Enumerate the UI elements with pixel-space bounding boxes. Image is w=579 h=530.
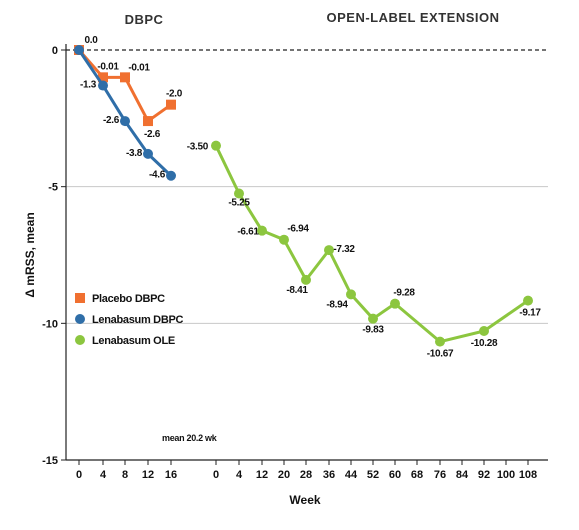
lenabasum-ole-data-label: -9.17 xyxy=(519,308,541,319)
x-tick-label: 76 xyxy=(434,469,446,481)
y-tick-label: 0 xyxy=(52,45,58,57)
y-tick-label: -5 xyxy=(48,182,58,194)
lenabasum-ole-legend-label: Lenabasum OLE xyxy=(92,335,175,347)
ole-phase-header: OPEN-LABEL EXTENSION xyxy=(326,10,499,25)
data-series xyxy=(74,45,533,347)
y-axis-title: Δ mRSS, mean xyxy=(23,212,37,297)
placebo-dbpc-marker xyxy=(120,72,130,83)
data-labels: 0.0-0.01 -0.01-2.6-2.0-1.3-2.6-3.8-4.6-3.… xyxy=(80,35,542,360)
lenabasum-dbpc-marker xyxy=(74,45,84,55)
y-tick-label: -15 xyxy=(42,455,58,467)
lenabasum-ole-data-label: -6.94 xyxy=(287,224,309,235)
lenabasum-ole-legend-marker xyxy=(75,335,85,345)
lenabasum-dbpc-marker xyxy=(98,80,108,91)
x-tick-label: 100 xyxy=(497,469,515,481)
lenabasum-ole-data-label: -9.28 xyxy=(393,288,415,299)
x-tick-label: 20 xyxy=(278,469,290,481)
lenabasum-dbpc-data-label: -4.6 xyxy=(149,170,166,181)
lenabasum-dbpc-marker xyxy=(166,170,176,181)
placebo-dbpc-data-label: -2.0 xyxy=(166,89,183,100)
lenabasum-ole-marker xyxy=(279,234,289,245)
x-tick-label: 0 xyxy=(213,469,219,481)
gridlines xyxy=(66,49,548,324)
lenabasum-ole-data-label: -5.25 xyxy=(228,198,250,209)
lenabasum-dbpc-marker xyxy=(120,116,130,127)
placebo-dbpc-data-label: -0.01 xyxy=(128,62,150,73)
x-tick-label: 12 xyxy=(256,469,268,481)
mean-duration-note: mean 20.2 wk xyxy=(162,433,218,443)
lenabasum-ole-data-label: -9.83 xyxy=(362,325,384,336)
lenabasum-ole-data-label: -8.94 xyxy=(326,299,348,310)
lenabasum-dbpc-data-label: -2.6 xyxy=(103,115,120,126)
x-tick-label: 84 xyxy=(456,469,469,481)
lenabasum-ole-data-label: -8.41 xyxy=(286,285,308,296)
x-tick-label: 8 xyxy=(122,469,128,481)
lenabasum-dbpc-data-label: -3.8 xyxy=(126,148,143,159)
lenabasum-ole-marker xyxy=(435,336,445,347)
lenabasum-dbpc-legend-label: Lenabasum DBPC xyxy=(92,314,184,326)
axes: 0 -5 -10 -15 xyxy=(42,44,548,467)
x-tick-label: 92 xyxy=(478,469,490,481)
lenabasum-ole-marker xyxy=(324,245,334,256)
lenabasum-ole-marker xyxy=(368,313,378,324)
lenabasum-ole-marker xyxy=(257,225,267,236)
x-tick-label: 108 xyxy=(519,469,537,481)
lenabasum-ole-data-label: -10.67 xyxy=(427,349,454,360)
lenabasum-ole-data-label: -3.50 xyxy=(187,142,209,153)
lenabasum-dbpc-marker xyxy=(143,148,153,159)
placebo-dbpc-marker xyxy=(98,72,108,83)
legend: Placebo DBPC Lenabasum DBPC Lenabasum OLE xyxy=(75,293,184,347)
x-tick-labels: 0 4 8 12 16 0 4 12 20 28 36 44 52 60 68 76 84 92 100 108 xyxy=(76,460,537,481)
lenabasum-ole-marker xyxy=(211,140,221,151)
placebo-dbpc-marker xyxy=(166,99,176,110)
placebo-dbpc-marker xyxy=(143,116,153,127)
placebo-dbpc-data-label: 0.0 xyxy=(84,35,98,46)
x-tick-label: 0 xyxy=(76,469,82,481)
x-tick-label: 60 xyxy=(389,469,401,481)
lenabasum-ole-marker xyxy=(390,298,400,309)
x-tick-label: 68 xyxy=(411,469,423,481)
x-tick-label: 12 xyxy=(142,469,154,481)
dbpc-phase-header: DBPC xyxy=(125,12,164,27)
x-tick-label: 44 xyxy=(345,469,358,481)
placebo-dbpc-legend-marker xyxy=(75,293,85,303)
lenabasum-ole-marker xyxy=(301,274,311,285)
lenabasum-ole-marker xyxy=(234,188,244,199)
lenabasum-ole-line xyxy=(214,145,529,344)
placebo-dbpc-legend-label: Placebo DBPC xyxy=(92,293,165,305)
x-tick-label: 36 xyxy=(323,469,335,481)
lenabasum-ole-data-label: -7.32 xyxy=(333,244,355,255)
placebo-dbpc-data-label: -2.6 xyxy=(144,129,161,140)
lenabasum-ole-data-label: -6.61 xyxy=(237,227,259,238)
x-tick-label: 52 xyxy=(367,469,379,481)
lenabasum-dbpc-legend-marker xyxy=(75,314,85,324)
lenabasum-ole-marker xyxy=(346,289,356,300)
lenabasum-dbpc-data-label: -1.3 xyxy=(80,80,97,91)
lenabasum-ole-marker xyxy=(523,295,533,306)
x-tick-label: 4 xyxy=(100,469,107,481)
y-tick-label: -10 xyxy=(42,318,58,330)
lenabasum-ole-data-label: -10.28 xyxy=(471,338,498,349)
x-tick-label: 4 xyxy=(236,469,243,481)
x-tick-label: 28 xyxy=(300,469,312,481)
x-axis-title: Week xyxy=(289,493,320,507)
placebo-dbpc-data-label: -0.01 xyxy=(97,61,119,72)
lenabasum-ole-marker xyxy=(479,325,489,336)
x-tick-label: 16 xyxy=(165,469,177,481)
